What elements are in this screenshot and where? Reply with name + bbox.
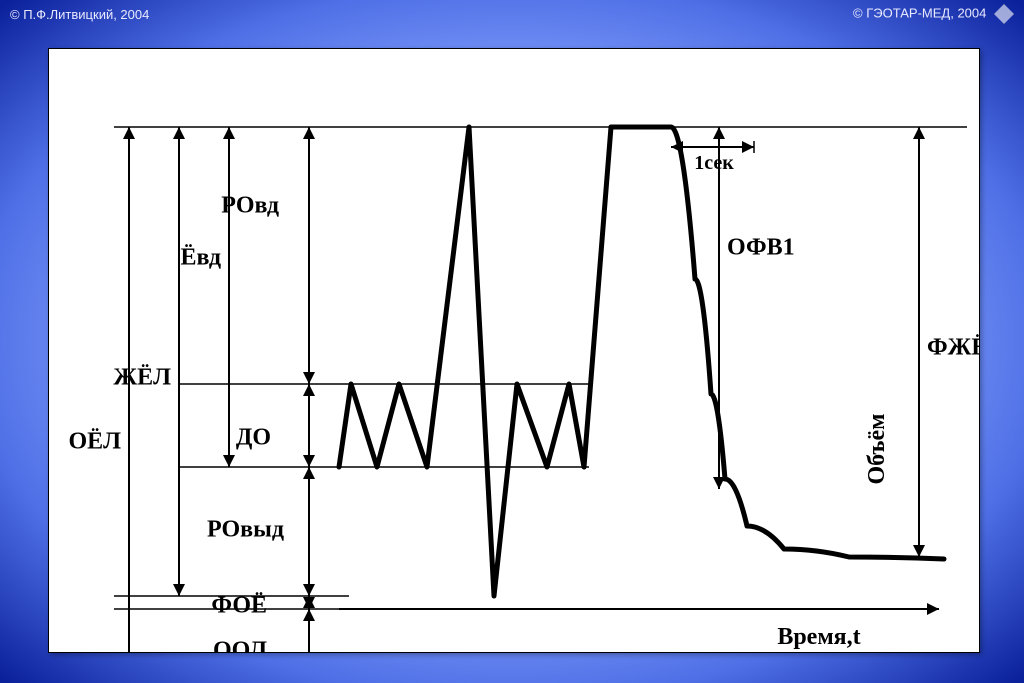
- dim-label-fzhel: ФЖЁЛ: [927, 335, 979, 361]
- dim-label-rovd: РОвд: [221, 193, 279, 219]
- dim-label-do: ДО: [236, 425, 271, 451]
- dim-label-zhel: ЖЁЛ: [113, 365, 171, 391]
- spirogram-diagram: ОЁЛ ЖЁЛ ЁвдРОвд ДО РОвыд ФОЁ ООЛ ОФВ1 ФЖЁЛ 1сек Об…: [49, 49, 979, 652]
- spirogram-waveform: [339, 127, 944, 596]
- dim-label-phoe: ФОЁ: [211, 593, 267, 619]
- dim-label-ool: ООЛ: [213, 638, 267, 653]
- copyright-left: © П.Ф.Литвицкий, 2004: [10, 7, 149, 22]
- nav-icon: [994, 4, 1014, 24]
- header-bar: © П.Ф.Литвицкий, 2004 © ГЭОТАР-МЕД, 2004: [10, 4, 1014, 24]
- axis-label-volume: Объём: [864, 413, 890, 484]
- axis-label-time: Время,t: [777, 624, 860, 650]
- chart-panel: ОЁЛ ЖЁЛ ЁвдРОвд ДО РОвыд ФОЁ ООЛ ОФВ1 ФЖЁЛ 1сек Об…: [48, 48, 980, 653]
- copyright-right: © ГЭОТАР-МЕД, 2004: [853, 5, 986, 20]
- dim-label-ofv1: ОФВ1: [727, 235, 795, 261]
- dim-label-1sec: 1сек: [694, 152, 734, 174]
- dim-label-evd: Ёвд: [180, 245, 221, 271]
- dim-label-rovyd: РОвыд: [207, 517, 284, 543]
- dim-label-oel: ОЁЛ: [68, 429, 121, 455]
